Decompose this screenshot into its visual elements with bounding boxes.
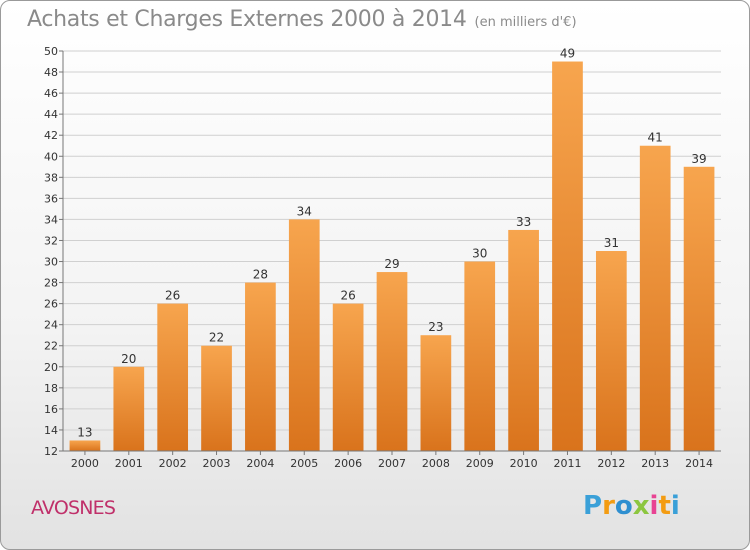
y-tick-label: 32 <box>44 234 58 247</box>
x-tick-label-2001: 2001 <box>115 457 143 470</box>
value-label-2004: 28 <box>253 268 268 282</box>
bar-2014 <box>683 166 715 451</box>
x-tick-label-2014: 2014 <box>685 457 713 470</box>
value-label-2012: 31 <box>604 236 619 250</box>
value-label-2001: 20 <box>121 352 136 366</box>
bar-2003 <box>201 345 232 451</box>
y-tick-label: 38 <box>44 171 58 184</box>
bar-2004 <box>245 282 276 451</box>
bar-2005 <box>288 219 320 451</box>
value-label-2002: 26 <box>165 289 180 303</box>
y-tick-label: 26 <box>44 298 58 311</box>
bar-2010 <box>508 229 539 451</box>
x-tick-label-2011: 2011 <box>553 457 581 470</box>
y-tick-label: 16 <box>44 403 58 416</box>
y-tick-label: 22 <box>44 340 58 353</box>
logo-letter: r <box>602 491 615 521</box>
proxiti-logo: Proxiti <box>583 491 680 521</box>
y-tick-label: 36 <box>44 192 58 205</box>
y-tick-label: 12 <box>44 445 58 458</box>
logo-letter: o <box>614 491 633 521</box>
bar-2011 <box>552 61 583 452</box>
logo-letter: i <box>649 491 659 521</box>
x-tick-label-2006: 2006 <box>334 457 362 470</box>
value-label-2006: 26 <box>340 289 355 303</box>
x-tick-label-2012: 2012 <box>597 457 625 470</box>
bar-2001 <box>113 366 145 451</box>
y-tick-label: 50 <box>44 45 58 58</box>
value-label-2011: 49 <box>560 47 575 61</box>
y-tick-label: 42 <box>44 129 58 142</box>
y-tick-label: 48 <box>44 66 58 79</box>
x-tick-label-2004: 2004 <box>246 457 274 470</box>
y-tick-label: 18 <box>44 382 58 395</box>
bar-2013 <box>639 145 671 451</box>
chart-unit-text: (en milliers d'€) <box>474 15 577 30</box>
value-label-2000: 13 <box>77 425 92 439</box>
x-tick-label-2003: 2003 <box>203 457 231 470</box>
value-label-2014: 39 <box>691 152 706 166</box>
y-tick-label: 20 <box>44 361 58 374</box>
logo-letter: x <box>632 491 650 521</box>
logo-letter: i <box>670 491 680 521</box>
bar-2012 <box>595 251 627 451</box>
bars: 13 20 26 22 28 34 26 29 23 30 33 49 31 41 39 <box>69 47 715 452</box>
chart-title-text: Achats et Charges Externes 2000 à 2014 <box>27 7 467 32</box>
x-tick-label-2000: 2000 <box>71 457 99 470</box>
y-tick-label: 14 <box>44 424 58 437</box>
bar-2000 <box>69 440 101 451</box>
bar-2009 <box>464 261 496 451</box>
x-tick-label-2010: 2010 <box>510 457 538 470</box>
y-tick-label: 30 <box>44 256 58 269</box>
x-tick-label-2007: 2007 <box>378 457 406 470</box>
bar-2006 <box>332 303 364 451</box>
y-tick-label: 46 <box>44 87 58 100</box>
x-tick-label-2013: 2013 <box>641 457 669 470</box>
x-tick-label-2008: 2008 <box>422 457 450 470</box>
y-tick-label: 28 <box>44 277 58 290</box>
x-tick-label-2002: 2002 <box>159 457 187 470</box>
value-label-2003: 22 <box>209 331 224 345</box>
value-label-2013: 41 <box>648 131 663 145</box>
logo-letter: P <box>583 491 603 521</box>
axes: 12 14 16 18 20 22 24 26 28 30 32 34 36 38 40 42 44 46 48 50… <box>44 45 721 470</box>
bar-2008 <box>420 335 452 451</box>
value-label-2007: 29 <box>384 257 399 271</box>
bar-2002 <box>157 303 189 451</box>
value-label-2010: 33 <box>516 215 531 229</box>
chart-title: Achats et Charges Externes 2000 à 2014 (e… <box>27 7 577 32</box>
x-tick-label-2009: 2009 <box>466 457 494 470</box>
y-tick-label: 44 <box>44 108 58 121</box>
y-tick-label: 24 <box>44 319 58 332</box>
y-tick-label: 40 <box>44 150 58 163</box>
commune-name: AVOSNES <box>31 497 116 519</box>
logo-letter: t <box>658 491 671 521</box>
x-tick-label-2005: 2005 <box>290 457 318 470</box>
bar-2007 <box>376 272 408 451</box>
value-label-2005: 34 <box>297 204 312 218</box>
value-label-2008: 23 <box>428 320 443 334</box>
y-tick-label: 34 <box>44 213 58 226</box>
value-label-2009: 30 <box>472 247 487 261</box>
